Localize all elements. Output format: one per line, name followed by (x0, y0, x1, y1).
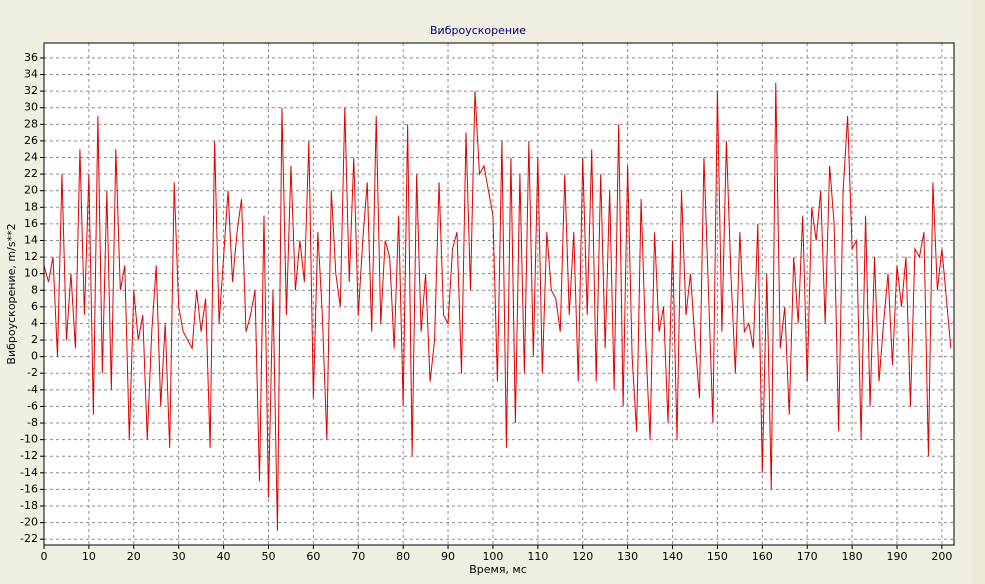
y-tick-label: -2 (27, 366, 38, 379)
x-tick-label: 170 (797, 550, 818, 563)
y-tick-label: -12 (20, 449, 38, 462)
y-tick-label: 10 (24, 267, 38, 280)
x-tick-label: 0 (41, 550, 48, 563)
y-tick-label: -4 (27, 383, 38, 396)
y-tick-label: -6 (27, 399, 38, 412)
x-tick-label: 150 (707, 550, 728, 563)
y-tick-label: 6 (31, 300, 38, 313)
chart-title: Виброускорение (430, 24, 526, 37)
x-tick-label: 60 (306, 550, 320, 563)
y-tick-label: -18 (20, 499, 38, 512)
y-tick-label: 18 (24, 200, 38, 213)
x-tick-label: 70 (351, 550, 365, 563)
y-tick-label: 14 (24, 233, 38, 246)
y-tick-label: -8 (27, 416, 38, 429)
x-tick-label: 30 (172, 550, 186, 563)
y-tick-label: 22 (24, 167, 38, 180)
y-tick-label: 30 (24, 101, 38, 114)
x-tick-label: 80 (396, 550, 410, 563)
x-tick-label: 100 (482, 550, 503, 563)
y-tick-label: 12 (24, 250, 38, 263)
plot-border (43, 42, 955, 546)
x-tick-label: 140 (662, 550, 683, 563)
y-tick-label: 26 (24, 134, 38, 147)
x-tick-label: 20 (127, 550, 141, 563)
y-tick-label: 2 (31, 333, 38, 346)
data-line (43, 82, 952, 531)
y-tick-label: 4 (31, 316, 38, 329)
y-tick-label: 34 (24, 68, 38, 81)
y-tick-label: 20 (24, 184, 38, 197)
x-tick-label: 160 (752, 550, 773, 563)
x-tick-label: 120 (572, 550, 593, 563)
y-tick-label: 28 (24, 117, 38, 130)
y-tick-label: -22 (20, 532, 38, 545)
y-tick-label: 16 (24, 217, 38, 230)
y-tick-label: 32 (24, 84, 38, 97)
x-tick-label: 180 (842, 550, 863, 563)
x-tick-label: 200 (931, 550, 952, 563)
y-tick-label: -20 (20, 516, 38, 529)
x-tick-label: 190 (886, 550, 907, 563)
y-tick-label: -16 (20, 482, 38, 495)
x-tick-label: 130 (617, 550, 638, 563)
y-tick-label: 8 (31, 283, 38, 296)
x-tick-label: 110 (527, 550, 548, 563)
y-tick-label: 36 (24, 51, 38, 64)
x-tick-label: 90 (441, 550, 455, 563)
y-tick-label: 24 (24, 151, 38, 164)
y-tick-label: -10 (20, 433, 38, 446)
window-edge (972, 0, 985, 584)
x-tick-label: 10 (82, 550, 96, 563)
x-tick-label: 50 (261, 550, 275, 563)
y-tick-label: -14 (20, 466, 38, 479)
x-axis-label: Время, мс (469, 563, 527, 576)
y-tick-label: 0 (31, 350, 38, 363)
x-tick-label: 40 (217, 550, 231, 563)
y-axis-label: Виброускорение, m/s**2 (5, 223, 18, 364)
